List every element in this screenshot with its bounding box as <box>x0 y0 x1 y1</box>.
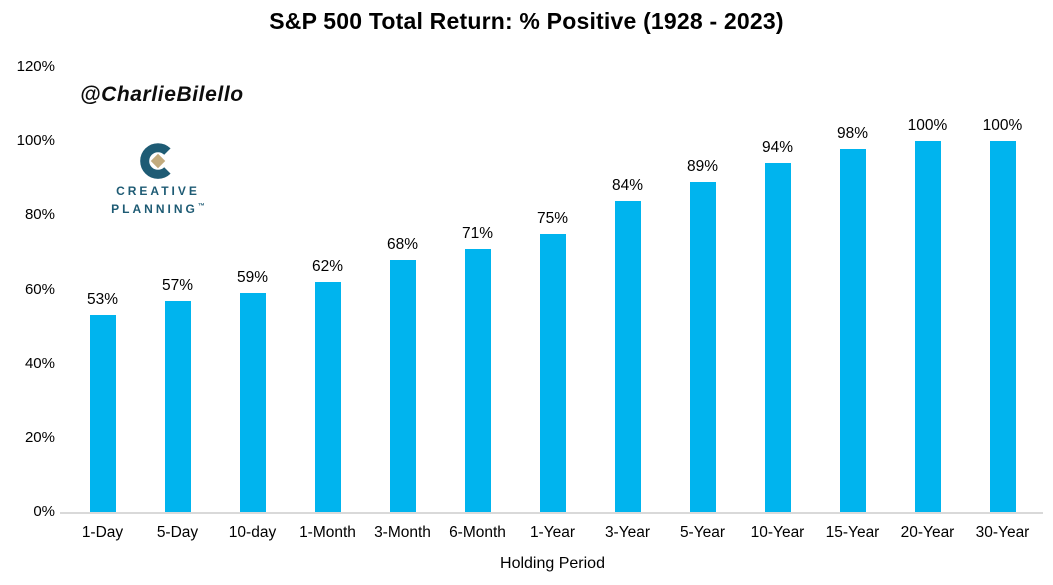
bar-value-label: 98% <box>836 124 869 142</box>
y-tick-label: 40% <box>24 354 55 372</box>
bar-column: 53% <box>65 67 140 512</box>
x-tick-label: 5-Year <box>679 524 726 541</box>
bar-column: 62% <box>290 67 365 512</box>
bar-column: 84% <box>590 67 665 512</box>
logo-diamond <box>150 153 166 169</box>
bar-value-label: 94% <box>761 139 794 157</box>
logo-text-line1: CREATIVE <box>116 184 200 198</box>
bar-column: 100% <box>890 67 965 512</box>
y-tick-label: 100% <box>16 132 55 150</box>
bar <box>539 233 566 512</box>
bar-value-label: 89% <box>686 157 719 175</box>
x-tick-label: 10-day <box>228 524 277 541</box>
bar-value-label: 71% <box>461 224 494 242</box>
creative-planning-c-icon <box>139 142 177 180</box>
bar <box>989 141 1016 512</box>
bar <box>764 163 791 512</box>
bar <box>839 148 866 512</box>
bar-value-label: 57% <box>161 276 194 294</box>
x-tick-label: 5-Day <box>156 524 199 541</box>
x-tick-label: 1-Day <box>81 524 124 541</box>
watermark: @CharlieBilello <box>80 83 244 106</box>
x-tick-label: 15-Year <box>825 524 880 541</box>
x-tick-label: 10-Year <box>750 524 805 541</box>
logo-text-planning: PLANNING <box>111 202 198 216</box>
y-tick-label: 20% <box>24 428 55 446</box>
bar-value-label: 100% <box>982 117 1023 135</box>
bar-value-label: 100% <box>907 117 948 135</box>
x-tick-label: 1-Year <box>529 524 576 541</box>
bar-value-label: 75% <box>536 209 569 227</box>
bar <box>164 300 191 512</box>
creative-planning-logo: CREATIVE PLANNING™ <box>102 142 214 217</box>
chart-title: S&P 500 Total Return: % Positive (1928 -… <box>269 8 784 34</box>
bar-value-label: 59% <box>236 269 269 287</box>
bar-column: 68% <box>365 67 440 512</box>
bar-column: 75% <box>515 67 590 512</box>
x-tick-label: 3-Month <box>374 524 431 541</box>
bar <box>689 181 716 512</box>
bar-column: 71% <box>440 67 515 512</box>
y-tick-label: 80% <box>24 206 55 224</box>
bar <box>89 315 116 512</box>
y-tick-label: 120% <box>16 58 55 75</box>
bar <box>914 141 941 512</box>
y-tick-label: 0% <box>33 503 55 520</box>
logo-c-ring <box>140 143 171 179</box>
bar <box>464 248 491 512</box>
bar-column: 59% <box>215 67 290 512</box>
bar-column: 98% <box>815 67 890 512</box>
x-axis-title: Holding Period <box>500 555 605 572</box>
x-tick-label: 6-Month <box>449 524 506 541</box>
bar-value-label: 53% <box>86 291 119 309</box>
x-tick-label: 20-Year <box>900 524 955 541</box>
bar-value-label: 84% <box>611 176 644 194</box>
bar-value-label: 62% <box>311 258 344 276</box>
bar-column: 89% <box>665 67 740 512</box>
logo-text-line2: PLANNING™ <box>102 199 214 217</box>
x-tick-label: 3-Year <box>604 524 651 541</box>
bar-value-label: 68% <box>386 235 419 253</box>
x-tick-label: 30-Year <box>975 524 1030 541</box>
x-tick-label: 1-Month <box>299 524 356 541</box>
bar-column: 100% <box>965 67 1040 512</box>
bar-column: 57% <box>140 67 215 512</box>
bar <box>239 293 266 512</box>
y-tick-label: 60% <box>24 280 55 298</box>
bar-column: 94% <box>740 67 815 512</box>
x-axis-line <box>60 512 1043 514</box>
bar <box>614 200 641 512</box>
bar <box>314 282 341 512</box>
bar <box>389 259 416 512</box>
logo-trademark: ™ <box>197 203 205 210</box>
